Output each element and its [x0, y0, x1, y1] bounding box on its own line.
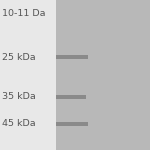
- Text: 25 kDa: 25 kDa: [2, 52, 35, 62]
- FancyBboxPatch shape: [56, 95, 86, 99]
- FancyBboxPatch shape: [56, 122, 88, 126]
- FancyBboxPatch shape: [56, 55, 88, 59]
- Text: 10-11 Da: 10-11 Da: [2, 9, 45, 18]
- Text: 35 kDa: 35 kDa: [2, 92, 35, 101]
- Text: 45 kDa: 45 kDa: [2, 119, 35, 128]
- FancyBboxPatch shape: [56, 0, 150, 150]
